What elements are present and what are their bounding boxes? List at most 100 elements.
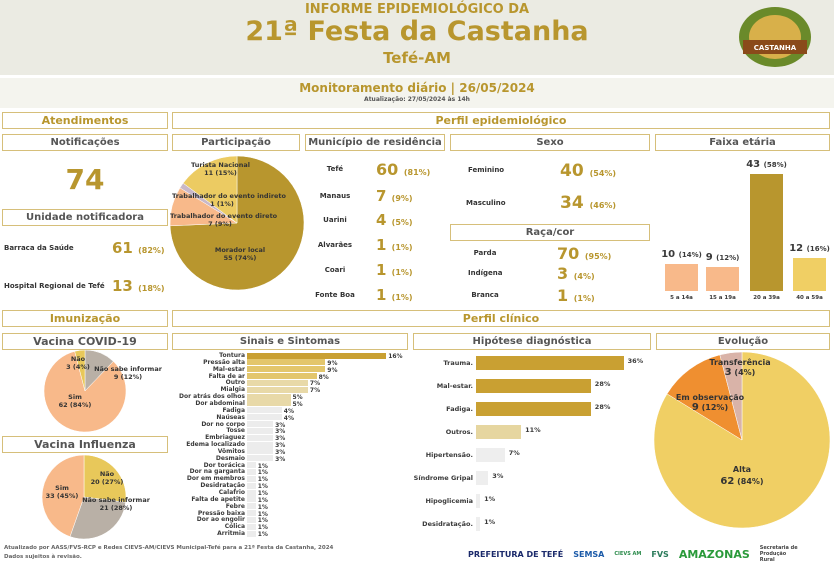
symptom-pct: 1% xyxy=(257,517,268,525)
footer-note: Dados sujeitos à revisão. xyxy=(4,554,82,560)
pie-value: 33 (45%) xyxy=(45,492,79,500)
pie-slice xyxy=(170,156,304,290)
pie-label: Não sabe informar xyxy=(82,496,150,504)
symptom-label: Desidratação xyxy=(200,482,245,490)
covid-header: Vacina COVID-19 xyxy=(2,333,168,350)
sinais-header: Sinais e Sintomas xyxy=(172,333,408,350)
diagnosis-pct: 28% xyxy=(594,380,611,388)
diagnosis-bar xyxy=(476,356,624,370)
symptom-label: Cólica xyxy=(224,523,245,531)
symptom-bar xyxy=(247,407,282,414)
symptom-label: Embriaguez xyxy=(205,434,245,442)
diagnosis-bar xyxy=(476,517,481,531)
symptom-bar xyxy=(247,496,256,503)
municipio-value: 4 (5%) xyxy=(376,211,413,229)
pie-pct: (12%) xyxy=(701,403,729,412)
participacao-header: Participação xyxy=(172,134,300,151)
symptom-pct: 3% xyxy=(275,442,286,450)
symptom-bar xyxy=(247,475,256,482)
pie-label: Morador local xyxy=(214,246,266,254)
pie-slice xyxy=(83,455,126,503)
symptom-pct: 3% xyxy=(275,435,286,443)
pie-pct: (4%) xyxy=(734,368,756,377)
symptom-bar xyxy=(247,503,256,510)
symptom-label: Dor no corpo xyxy=(201,420,245,428)
symptom-label: Dor ao engolir xyxy=(196,516,245,524)
symptom-pct: 1% xyxy=(257,476,268,484)
symptom-bar xyxy=(247,352,387,359)
symptom-label: Vômitos xyxy=(217,447,245,455)
pie-value: 21 (28%) xyxy=(99,504,133,512)
symptom-bar xyxy=(247,373,317,380)
raca-label: Parda xyxy=(473,249,497,257)
diagnosis-pct: 7% xyxy=(508,449,520,457)
pie-label: Trabalhador do evento indireto xyxy=(172,192,287,200)
imunizacao-header: Imunização xyxy=(2,310,168,327)
raca-value: 3 (4%) xyxy=(557,264,595,283)
symptom-label: Falta de apetite xyxy=(191,495,245,503)
pie-value: 55 (74%) xyxy=(223,254,257,262)
pie-label: Trabalhador do evento direto xyxy=(170,212,278,220)
diagnosis-label: Síndrome Gripal xyxy=(413,474,473,482)
faixa-value: 9 (12%) xyxy=(705,251,740,263)
diagnosis-bar xyxy=(476,471,489,485)
amazonas-logo: AMAZONAS xyxy=(678,547,750,561)
faixa-category: 15 a 19a xyxy=(709,295,736,301)
diagnosis-bar xyxy=(476,494,481,508)
faixa-value: 10 (14%) xyxy=(661,248,702,260)
raca-value: 1 (1%) xyxy=(557,286,595,305)
notificacoes-value: 74 xyxy=(65,163,105,196)
municipio-label: Manaus xyxy=(319,192,351,200)
symptom-bar xyxy=(247,393,291,400)
municipio-value: 7 (9%) xyxy=(376,187,413,205)
symptom-label: Febre xyxy=(225,502,245,510)
unidade-name: Hospital Regional de Tefé xyxy=(4,282,105,290)
symptom-pct: 7% xyxy=(309,380,321,388)
pie-label: Não xyxy=(70,355,86,363)
sexo-header: Sexo xyxy=(450,134,650,151)
pie-value: 11 (15%) xyxy=(204,169,237,177)
symptom-pct: 3% xyxy=(275,448,286,456)
symptom-label: Dor na garganta xyxy=(189,468,245,476)
monitor-band xyxy=(0,78,834,108)
pie-value: 7 (9%) xyxy=(208,220,232,228)
pie-slice xyxy=(69,496,126,539)
symptom-label: Dor em membros xyxy=(186,475,245,483)
symptom-bar xyxy=(247,448,274,455)
pie-value: 9 xyxy=(691,402,699,413)
symptom-label: Mal-estar xyxy=(212,365,245,373)
update-time: Atualização: 27/05/2024 às 14h xyxy=(364,96,470,103)
pie-label: Turista Nacional xyxy=(190,161,251,169)
pie-value: 3 (4%) xyxy=(66,363,90,371)
symptom-pct: 16% xyxy=(388,353,403,360)
symptom-bar xyxy=(247,516,256,523)
symptom-bar xyxy=(247,455,274,462)
pie-label: Sim xyxy=(68,393,82,401)
symptom-bar xyxy=(247,434,274,441)
pie-slice xyxy=(74,350,86,392)
symptom-bar xyxy=(247,510,256,517)
evolucao-pie xyxy=(654,352,830,528)
diagnosis-bar xyxy=(476,425,522,439)
municipio-value: 1 (1%) xyxy=(376,236,413,254)
perfil-clinico-header: Perfil clínico xyxy=(172,310,830,327)
symptom-label: Dor abdominal xyxy=(195,399,245,407)
unidade-name: Barraca da Saúde xyxy=(4,244,74,252)
municipio-label: Fonte Boa xyxy=(315,291,355,299)
symptom-pct: 9% xyxy=(327,366,338,374)
symptom-pct: 7% xyxy=(309,387,321,395)
faixa-bar xyxy=(793,258,826,291)
municipio-label: Tefé xyxy=(326,165,344,173)
sexo-label: Masculino xyxy=(466,199,506,207)
symptom-bar xyxy=(247,414,282,421)
atendimentos-header: Atendimentos xyxy=(2,112,168,129)
header-place: Tefé-AM xyxy=(383,49,451,67)
sexo-label: Feminino xyxy=(468,166,505,174)
faixa-bar xyxy=(750,174,783,291)
faixa-value: 43 (58%) xyxy=(746,159,787,170)
symptom-bar xyxy=(247,386,308,393)
faixa-value: 12 (16%) xyxy=(789,243,830,255)
symptom-bar xyxy=(247,427,274,434)
symptom-label: Edema localizado xyxy=(186,441,245,449)
unidade-value: 13 (18%) xyxy=(112,277,165,295)
